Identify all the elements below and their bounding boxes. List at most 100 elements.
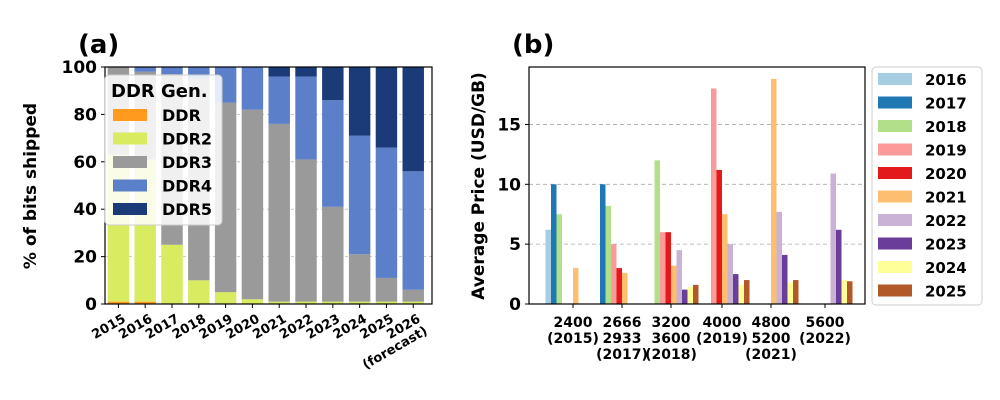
legend-swatch-2023 — [878, 237, 912, 250]
panel-a-label: (a) — [78, 30, 119, 60]
chart-b-x-tick-label: (2015) — [547, 331, 599, 347]
bar-ddr2-9 — [348, 301, 371, 304]
legend-label-2018: 2018 — [925, 118, 967, 136]
chart-b-x-tick-label: 3600 — [652, 331, 691, 347]
legend-label-2017: 2017 — [925, 95, 967, 113]
bar-ddr5-7 — [295, 67, 317, 77]
bar-2025-3 — [744, 280, 750, 304]
bar-ddr2-4 — [214, 292, 237, 304]
chart-b-grid — [529, 124, 865, 245]
bar-2025-5 — [847, 281, 853, 304]
bar-2016-0 — [545, 229, 551, 304]
bar-ddr5-11 — [402, 67, 424, 172]
bar-2018-0 — [556, 214, 562, 304]
bar-ddr-0 — [107, 301, 130, 304]
chart-b-ylabel: Average Price (USD/GB) — [469, 72, 489, 300]
bar-ddr4-7 — [295, 76, 317, 160]
legend-label-2025: 2025 — [925, 283, 967, 301]
bar-ddr2-6 — [268, 301, 290, 304]
chart-b-x-tick-label: 2400 — [554, 315, 593, 331]
legend-swatch-2017 — [878, 96, 912, 109]
legend-swatch-ddr5 — [113, 203, 147, 215]
bar-2022-5 — [830, 173, 836, 304]
chart-a-y-tick-label: 20 — [73, 248, 97, 268]
bar-ddr3-9 — [348, 254, 371, 302]
bar-ddr2-2 — [161, 244, 183, 304]
bar-ddr5-8 — [322, 67, 344, 101]
bar-2021-4 — [771, 78, 777, 304]
legend-label-2024: 2024 — [925, 259, 967, 277]
chart-a-legend: DDR Gen. DDR DDR2 DDR3 DDR4 DDR5 — [104, 74, 223, 226]
legend-swatch-2025 — [878, 284, 912, 297]
legend-swatch-ddr4 — [113, 179, 147, 192]
bar-ddr2-10 — [375, 301, 398, 304]
bar-2019-2 — [660, 232, 666, 304]
chart-b-x-tick-label: (2021) — [745, 347, 797, 363]
chart-b-y-tick-label: 5 — [509, 235, 521, 255]
bar-2023-3 — [733, 274, 739, 304]
bar-2017-1 — [600, 184, 606, 304]
bar-ddr2-3 — [188, 280, 210, 304]
bar-ddr4-6 — [268, 76, 290, 124]
bar-ddr2-5 — [241, 299, 264, 304]
legend-label-2021: 2021 — [925, 189, 967, 207]
bar-2021-0 — [573, 268, 579, 304]
bar-ddr5-6 — [268, 67, 290, 77]
bar-ddr2-11 — [402, 301, 424, 304]
bar-2022-3 — [727, 244, 733, 304]
bar-2018-2 — [654, 160, 660, 304]
bar-2019-3 — [711, 88, 717, 304]
legend-label-2022: 2022 — [925, 212, 967, 230]
chart-b-x-tick-label: 5200 — [752, 331, 791, 347]
chart-b-x-tick-label: (2019) — [696, 331, 748, 347]
legend-label-ddr4: DDR4 — [162, 177, 212, 196]
bar-2023-5 — [836, 229, 842, 304]
bar-2024-3 — [738, 284, 744, 304]
bar-ddr2-8 — [322, 301, 344, 304]
bar-2023-4 — [782, 254, 788, 304]
chart-b-legend: 2016 2017 2018 2019 2020 2021 2022 2023 2024 2025 — [871, 66, 983, 306]
legend-label-2023: 2023 — [925, 236, 967, 254]
chart-a-ylabel: % of bits shipped — [21, 103, 41, 269]
bar-ddr4-9 — [348, 135, 371, 255]
bar-ddr3-7 — [295, 159, 317, 302]
bar-2021-1 — [622, 272, 628, 304]
bar-2024-4 — [787, 282, 793, 304]
bar-2025-2 — [693, 284, 699, 304]
bar-ddr3-11 — [402, 289, 424, 302]
chart-a-y-tick-label: 0 — [85, 295, 97, 315]
legend-swatch-2021 — [878, 190, 912, 203]
bar-ddr-1 — [134, 301, 156, 304]
legend-swatch-2024 — [878, 261, 912, 273]
chart-b-x-tick-label: (2022) — [799, 331, 851, 347]
bar-2017-0 — [551, 184, 557, 304]
bar-2021-3 — [722, 214, 728, 304]
bar-2020-3 — [716, 169, 722, 304]
chart-b-x-tick-label: 4000 — [703, 315, 742, 331]
legend-swatch-2020 — [878, 167, 912, 179]
chart-b-frame — [528, 66, 866, 305]
legend-label-2019: 2019 — [925, 142, 967, 160]
chart-b-y-ticks: 0 5 10 15 — [497, 115, 529, 315]
bar-2020-1 — [616, 268, 622, 304]
bar-2025-4 — [793, 280, 799, 304]
chart-b-x-tick-label: 5600 — [806, 315, 845, 331]
legend-swatch-ddr — [113, 109, 147, 121]
bar-2024-2 — [687, 287, 693, 304]
legend-label-2016: 2016 — [925, 71, 967, 89]
chart-b-bars — [545, 78, 853, 304]
chart-b-x-tick-label: (2018) — [645, 347, 697, 363]
chart-a: 0 20 40 60 80 100 201520162017201820192020202… — [21, 58, 433, 373]
bar-2022-2 — [676, 250, 682, 304]
chart-a-x-labels: 2015201620172018201920202021202220232024… — [90, 304, 430, 373]
bar-2020-2 — [665, 232, 671, 304]
bar-ddr5-10 — [375, 67, 398, 148]
legend-label-ddr3: DDR3 — [162, 153, 212, 172]
chart-b-x-tick-label: 2666 — [603, 315, 642, 331]
chart-b-x-tick-label: (2017) — [596, 347, 648, 363]
bar-ddr4-11 — [402, 171, 424, 290]
chart-b-y-tick-label: 10 — [497, 175, 521, 195]
bar-ddr3-8 — [322, 206, 344, 302]
